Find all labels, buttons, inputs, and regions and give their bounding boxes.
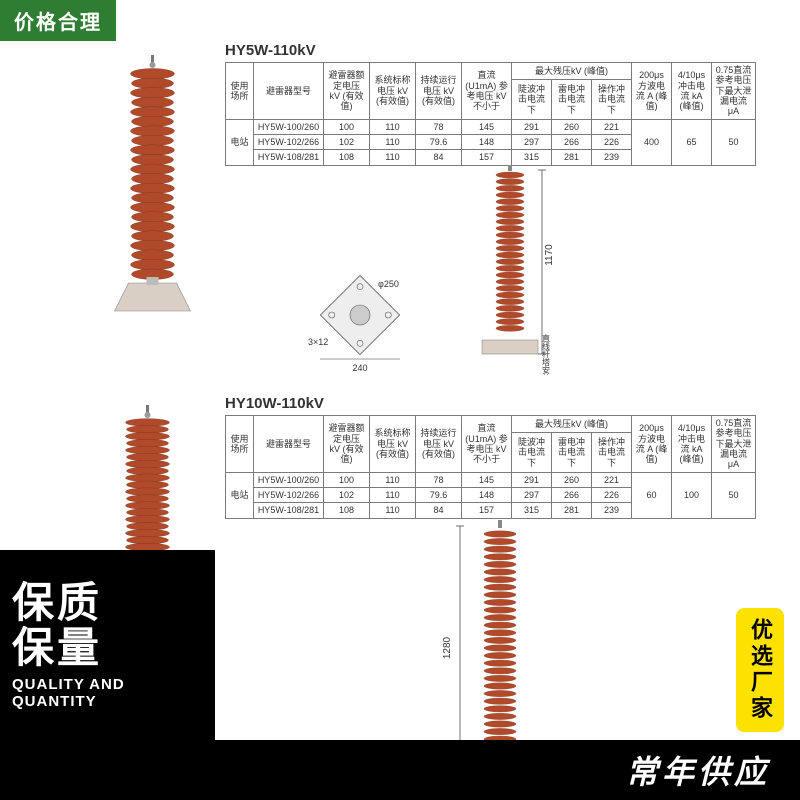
- quality-line2: 保量: [12, 625, 203, 670]
- svg-text:φ250: φ250: [378, 279, 399, 289]
- product1-title: HY5W-110kV: [225, 42, 316, 59]
- quality-sub: QUALITY AND QUANTITY: [12, 676, 203, 710]
- quality-line1: 保质: [12, 580, 203, 625]
- svg-text:1280: 1280: [442, 636, 453, 659]
- svg-text:240: 240: [352, 363, 367, 373]
- bottom-bar: 常年供应: [0, 740, 800, 800]
- product1-dimension-drawing: 1170 直线杆塔安装用 φ250 240 3×12: [300, 165, 590, 375]
- product2-table: 使用场所避雷器型号避雷器额定电压 kV (有效值)系统标称电压 kV (有效值)…: [225, 415, 756, 519]
- price-badge: 价格合理: [0, 0, 116, 41]
- arrester1-image: [110, 55, 195, 315]
- svg-text:3×12: 3×12: [308, 337, 328, 347]
- svg-text:直线杆塔安装用: 直线杆塔安装用: [542, 333, 551, 375]
- quality-box: 保质 保量 QUALITY AND QUANTITY: [0, 550, 215, 740]
- product2-title: HY10W-110kV: [225, 395, 324, 412]
- vendor-badge: 优选厂家: [738, 610, 782, 730]
- product1-table: 使用场所避雷器型号避雷器额定电压 kV (有效值)系统标称电压 kV (有效值)…: [225, 62, 756, 166]
- bottom-bar-text: 常年供应: [626, 747, 770, 793]
- svg-text:1170: 1170: [544, 244, 555, 266]
